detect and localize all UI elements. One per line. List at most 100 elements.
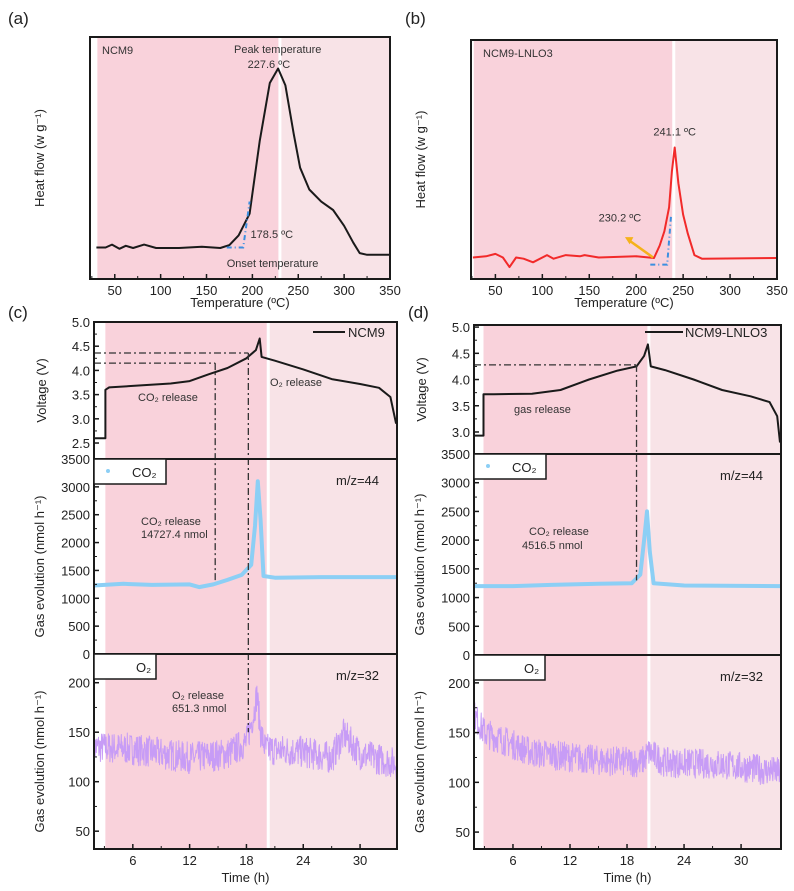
y-tick-label: 2.5 [72,436,90,451]
co2-amount: 4516.5 nmol [522,540,583,552]
voltage-curve [94,337,398,440]
o2-release-annotation: O₂ release [172,690,224,702]
x-tick-label: 24 [296,853,310,868]
x-tick-label: 100 [531,283,553,298]
onset-value: 230.2 ºC [599,213,642,225]
y-tick-label: 3.0 [72,412,90,427]
y-tick-label: 0 [83,647,90,662]
x-axis-title: Temperature (ºC) [190,295,289,310]
light-pink-region [673,40,777,279]
o2-legend-label: O₂ [524,661,539,676]
x-axis-title: Time (h) [222,870,270,885]
x-tick-label: 30 [353,853,367,868]
peak-value: 241.1 ºC [653,127,696,139]
o2-axis-title: Gas evolution (nmol h⁻¹) [412,691,427,833]
y-tick-label: 150 [68,725,90,740]
onset-arrow [628,239,654,259]
y-tick-label: 2000 [441,533,470,548]
y-tick-label: 1000 [441,591,470,606]
y-tick-label: 1500 [441,562,470,577]
y-tick-label: 1000 [61,591,90,606]
y-tick-label: 100 [448,775,470,790]
co2-axis-title: Gas evolution (nmol h⁻¹) [412,494,427,636]
x-tick-label: 50 [488,283,502,298]
y-tick-label: 500 [448,619,470,634]
dsc-curve-ncm9 [96,67,390,256]
legend-label: NCM9 [348,325,385,340]
sample-label: NCM9-LNLO3 [483,48,553,60]
voltage-axis-title: Voltage (V) [34,358,49,422]
light-pink-region [279,37,390,279]
y-tick-label: 4.5 [452,346,470,361]
co2-legend-label: CO₂ [132,465,157,480]
o2-release-label: O₂ release [270,377,322,389]
x-tick-label: 200 [242,283,264,298]
y-axis-title: Heat flow (w g⁻¹) [413,111,428,209]
panel-label: (c) [8,303,28,322]
y-tick-label: 150 [448,726,470,741]
y-tick-label: 3.5 [72,388,90,403]
y-tick-label: 0 [463,648,470,663]
x-axis-title: Temperature (ºC) [574,295,673,310]
y-tick-label: 200 [68,676,90,691]
x-tick-label: 250 [672,283,694,298]
x-tick-label: 6 [129,853,136,868]
x-tick-label: 250 [287,283,309,298]
peak-label: Peak temperature [234,44,321,56]
onset-tangent [226,201,251,249]
o2-legend-box [93,653,157,680]
x-tick-label: 300 [333,283,355,298]
panel-label: (a) [8,9,29,28]
legend-marker [486,464,490,468]
y-tick-label: 4.0 [452,373,470,388]
voltage-axis-title: Voltage (V) [414,357,429,421]
o2-evolution-curve [93,685,398,780]
plot-frame [89,36,391,280]
mz-label: m/z=44 [720,468,763,483]
o2-evolution-curve [473,702,782,785]
x-axis-title: Time (h) [604,870,652,885]
pink-region [473,40,674,279]
onset-tangent [650,216,672,266]
onset-label: Onset temperature [227,258,319,270]
y-tick-label: 3000 [61,480,90,495]
x-tick-label: 350 [766,283,788,298]
gas-release-label: gas release [514,404,571,416]
onset-value: 178.5 ºC [251,229,294,241]
panel-label: (b) [405,9,426,28]
y-tick-label: 200 [448,676,470,691]
x-tick-label: 18 [620,853,634,868]
mz-label: m/z=32 [336,668,379,683]
x-tick-label: 12 [563,853,577,868]
o2-legend-label: O₂ [136,660,151,675]
mz-label: m/z=32 [720,669,763,684]
y-tick-label: 3500 [61,452,90,467]
plot-frame [93,653,398,850]
x-tick-label: 300 [719,283,741,298]
arrow-head-icon [624,237,634,245]
y-tick-label: 2500 [441,504,470,519]
x-tick-label: 150 [578,283,600,298]
x-tick-label: 30 [734,853,748,868]
x-tick-label: 12 [182,853,196,868]
x-tick-label: 350 [379,283,401,298]
x-tick-label: 50 [108,283,122,298]
y-tick-label: 3500 [441,447,470,462]
co2-amount: 14727.4 nmol [141,529,208,541]
pink-region [97,37,280,279]
co2-legend-box [93,458,167,485]
co2-axis-title: Gas evolution (nmol h⁻¹) [32,496,47,638]
plot-frame [470,39,778,280]
co2-legend-box [473,453,547,480]
y-tick-label: 100 [68,775,90,790]
x-tick-label: 200 [625,283,647,298]
legend-label: NCM9-LNLO3 [685,325,767,340]
peak-value: 227.6 ºC [248,59,291,71]
y-tick-label: 500 [68,619,90,634]
mz-label: m/z=44 [336,473,379,488]
o2-legend-box [473,654,546,681]
co2-evolution-curve [474,509,782,589]
o2-amount: 651.3 nmol [172,703,226,715]
panel-label: (d) [408,303,429,322]
